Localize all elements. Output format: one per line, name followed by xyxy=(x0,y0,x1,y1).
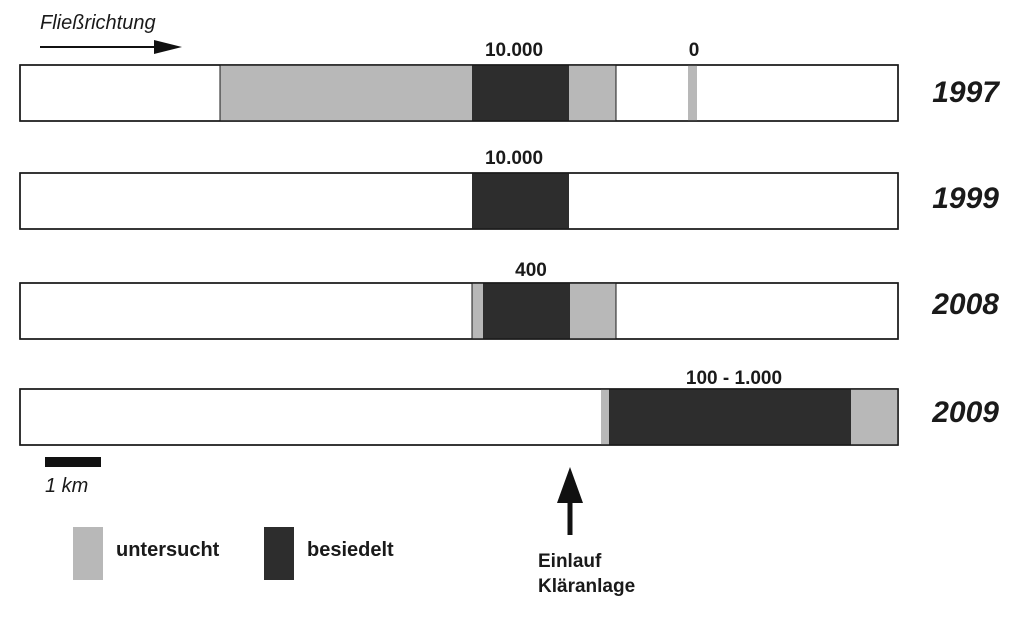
arrow-up-icon xyxy=(557,467,583,535)
colonized-segment xyxy=(472,65,569,121)
scale-bar xyxy=(45,457,101,467)
stream-row-1997: 10.000 0 1997 xyxy=(19,40,1000,122)
inflow-label-line2: Kläranlage xyxy=(538,576,635,597)
count-label: 400 xyxy=(515,260,547,281)
stream-bar-outline xyxy=(19,172,899,230)
legend-label-examined: untersucht xyxy=(116,539,220,561)
count-label: 10.000 xyxy=(485,40,543,61)
examined-segment xyxy=(688,65,697,121)
colonized-segment xyxy=(483,283,570,339)
colonized-segment xyxy=(609,389,851,445)
colonized-segment xyxy=(472,173,569,229)
stream-row-2008: 400 2008 xyxy=(19,260,999,340)
stream-bar xyxy=(19,172,899,230)
year-label: 1999 xyxy=(932,182,999,215)
scale-bar-label: 1 km xyxy=(45,475,88,497)
stream-bar-outline xyxy=(19,64,899,122)
legend-swatch-colonized xyxy=(264,527,294,580)
inflow-marker: Einlauf Kläranlage xyxy=(538,467,635,597)
year-label: 2009 xyxy=(931,396,999,429)
count-label: 10.000 xyxy=(485,148,543,169)
stream-bar xyxy=(19,282,899,340)
stream-bar-outline xyxy=(19,388,899,446)
legend: untersucht besiedelt xyxy=(73,527,394,580)
inflow-label-line1: Einlauf xyxy=(538,551,602,572)
legend-swatch-examined xyxy=(73,527,103,580)
flow-direction-label: Fließrichtung xyxy=(40,12,156,34)
stream-bar-outline xyxy=(19,282,899,340)
stream-row-2009: 100 - 1.000 2009 xyxy=(19,368,999,446)
count-label: 100 - 1.000 xyxy=(686,368,782,389)
flow-direction-arrow-icon xyxy=(40,40,182,54)
year-label: 2008 xyxy=(931,288,999,321)
legend-label-colonized: besiedelt xyxy=(307,539,394,561)
count-label: 0 xyxy=(689,40,700,61)
stream-row-1999: 10.000 1999 xyxy=(19,148,999,230)
year-label: 1997 xyxy=(932,76,1000,109)
